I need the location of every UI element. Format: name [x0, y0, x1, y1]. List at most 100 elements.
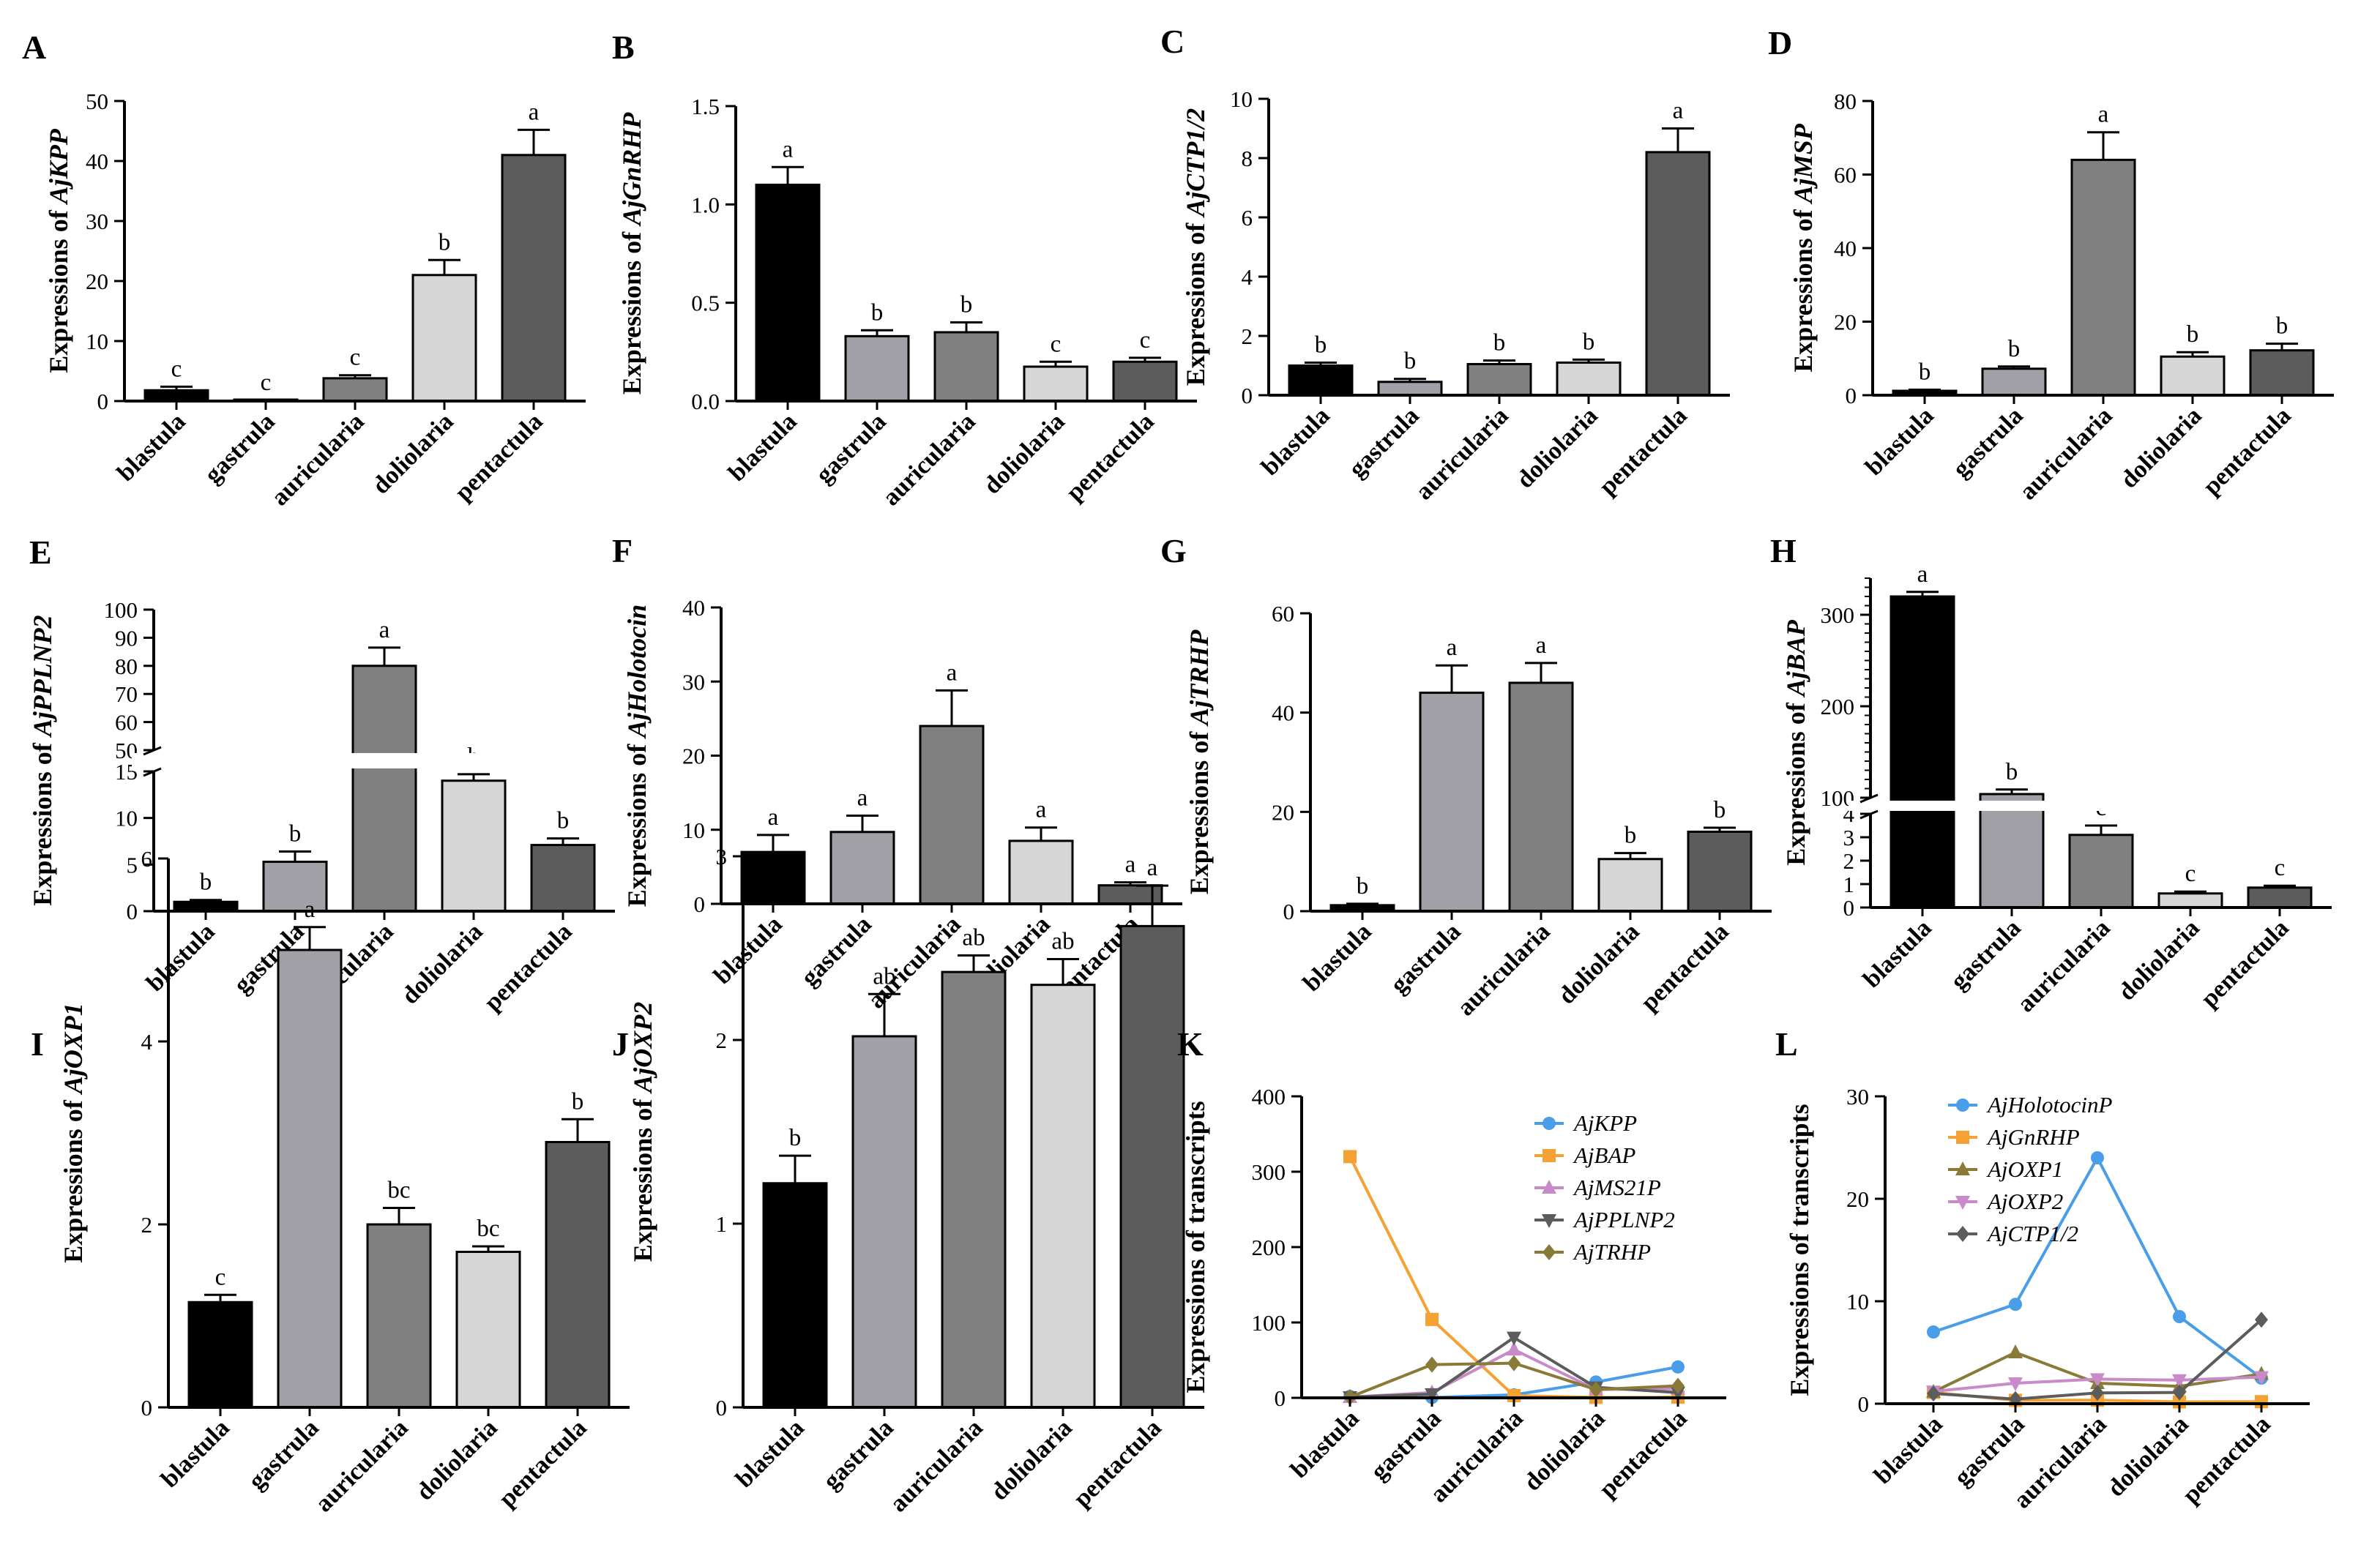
- data-point: [1927, 1325, 1940, 1339]
- legend-marker: [1542, 1149, 1556, 1162]
- y-tick-label: 0: [1275, 1385, 1286, 1411]
- x-tick-label: gastrula: [243, 1414, 324, 1494]
- y-axis-label: Expressions of AjOXP2: [628, 1002, 657, 1262]
- y-axis-label-prefix: Expressions of: [59, 1093, 88, 1262]
- panel-C: 0 2 4 6 8 10 b b b b a blastula gastrulaauriculariad…: [1160, 23, 1730, 506]
- y-tick-label: 10: [115, 806, 138, 831]
- y-axis-label: Expressions of AjTRHP: [1185, 629, 1214, 894]
- series-ajctp1-2: [1927, 1311, 2268, 1407]
- y-tick-label: 10: [682, 817, 705, 843]
- y-tick-label: 0.0: [691, 389, 720, 414]
- gene-name: AjOXP2: [628, 1002, 657, 1094]
- significance-letter: a: [1036, 797, 1047, 823]
- significance-letter: b: [557, 808, 570, 834]
- panel-label: C: [1160, 23, 1185, 60]
- x-tick-label: gastrula: [796, 910, 876, 991]
- y-tick-label: 300: [1821, 602, 1855, 628]
- y-axis-label: Expressions of AjHolotocin: [622, 605, 652, 907]
- significance-letter: b: [1919, 359, 1931, 385]
- significance-letter: ab: [1051, 929, 1074, 955]
- data-point: [1671, 1360, 1685, 1374]
- y-tick-label: 60: [115, 710, 138, 736]
- panel-label: A: [22, 29, 46, 66]
- bar: [933, 331, 999, 403]
- x-tick-label: doliolaria: [397, 918, 488, 1009]
- x-tick-label: blastula: [1286, 1404, 1365, 1483]
- data-point: [2254, 1371, 2269, 1385]
- significance-letter: a: [1147, 855, 1158, 881]
- legend-marker: [1955, 1196, 1970, 1210]
- bar: [2249, 349, 2315, 397]
- bar: [411, 274, 477, 403]
- significance-letter: bc: [477, 1216, 499, 1242]
- bar: [1597, 858, 1663, 913]
- bar: [351, 665, 417, 913]
- legend-entry: AjGnRHP: [1986, 1124, 2080, 1150]
- data-point: [2008, 1377, 2023, 1391]
- significance-letter: b: [572, 1088, 584, 1115]
- x-tick-label: auricularia: [310, 1414, 414, 1517]
- x-tick-label: auricularia: [2012, 914, 2116, 1017]
- x-tick-label: gastrula: [1343, 402, 1424, 482]
- panel-E: 0510155060708090100bbabbblastulagastrula…: [28, 534, 615, 1022]
- bar: [1377, 381, 1443, 397]
- y-tick-label: 1.5: [691, 94, 720, 119]
- gene-name: AjGnRHP: [617, 112, 646, 227]
- panel-label: J: [612, 1025, 629, 1063]
- legend-entry: AjTRHP: [1573, 1239, 1651, 1265]
- y-tick-label: 200: [1821, 694, 1855, 719]
- significance-letter: c: [1051, 331, 1062, 357]
- y-tick-label: 2: [1843, 848, 1855, 874]
- gene-name: AjOXP1: [59, 1003, 88, 1095]
- legend-marker: [1542, 1117, 1556, 1130]
- bar: [1556, 361, 1622, 397]
- legend-marker: [1956, 1099, 1969, 1112]
- significance-letter: b: [1357, 873, 1369, 899]
- significance-letter: b: [2008, 336, 2021, 362]
- significance-letter: a: [1125, 852, 1136, 878]
- x-tick-label: pentactula: [1594, 402, 1692, 500]
- y-tick-label: 2: [716, 1028, 728, 1053]
- bar: [1466, 362, 1532, 397]
- series-line: [1933, 1154, 2263, 1380]
- x-tick-label: doliolaria: [2114, 914, 2205, 1006]
- bar: [2068, 834, 2134, 909]
- y-tick-label: 0: [716, 1395, 728, 1421]
- bar: [740, 850, 806, 905]
- significance-letter: b: [1583, 329, 1595, 355]
- data-point: [1425, 1356, 1439, 1373]
- x-tick-label: blastula: [1256, 402, 1335, 481]
- bar: [1112, 360, 1178, 403]
- bar: [1419, 692, 1485, 913]
- y-tick-label: 80: [1834, 89, 1857, 114]
- y-tick-label: 0: [1283, 899, 1295, 924]
- axis-break-mark: [143, 767, 162, 777]
- legend-entry: AjOXP2: [1986, 1189, 2063, 1214]
- significance-letter: a: [1536, 632, 1547, 659]
- data-point: [1671, 1377, 1685, 1394]
- panel-label: D: [1768, 24, 1792, 61]
- significance-letter: a: [1673, 98, 1684, 124]
- y-tick-label: 40: [682, 595, 705, 621]
- legend-entry: AjPPLNP2: [1573, 1207, 1675, 1232]
- y-tick-label: 0: [1858, 1391, 1870, 1417]
- significance-letter: c: [2275, 855, 2286, 881]
- significance-letter: a: [379, 617, 390, 643]
- significance-letter: b: [2276, 313, 2288, 340]
- y-tick-label: 0: [127, 899, 138, 924]
- x-tick-label: pentactula: [1594, 1404, 1692, 1503]
- panel-label: E: [29, 534, 52, 571]
- y-tick-label: 100: [104, 597, 138, 623]
- bar: [1890, 595, 1955, 909]
- x-tick-label: pentactula: [1061, 408, 1159, 506]
- y-tick-label: 50: [86, 89, 108, 114]
- bar: [1030, 984, 1096, 1409]
- y-axis-label-prefix: Expressions of: [1788, 203, 1818, 372]
- x-tick-label: auricularia: [878, 408, 981, 511]
- data-point: [1507, 1341, 1521, 1356]
- gene-name: AjTRHP: [1185, 629, 1214, 727]
- gene-name: AjHolotocin: [622, 605, 652, 739]
- panel-label: I: [31, 1025, 44, 1063]
